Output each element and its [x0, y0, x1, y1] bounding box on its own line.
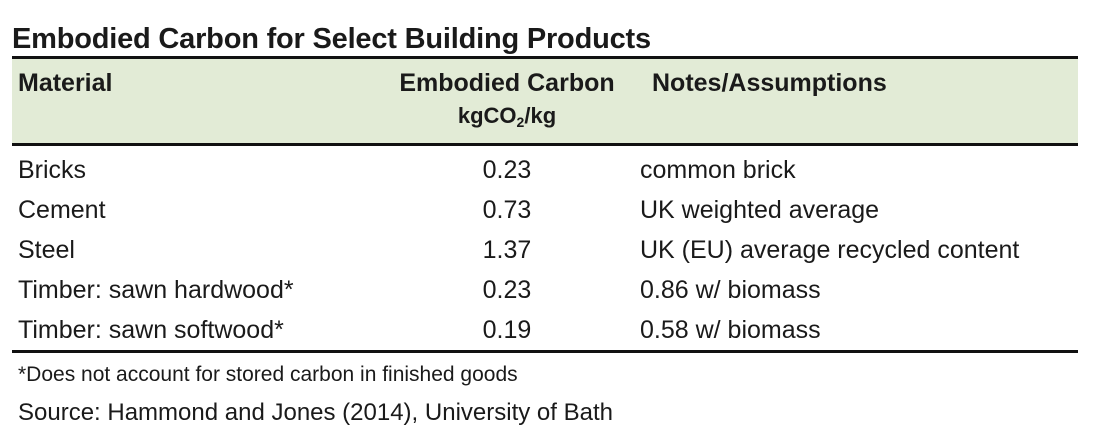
material-cell: Timber: sawn softwood* [18, 316, 284, 344]
column-header-material: Material [18, 69, 113, 97]
notes-cell: common brick [640, 156, 796, 184]
source-citation: Source: Hammond and Jones (2014), Univer… [18, 399, 613, 426]
notes-cell: 0.86 w/ biomass [640, 276, 821, 304]
material-cell: Cement [18, 196, 106, 224]
footnote: *Does not account for stored carbon in f… [18, 363, 518, 386]
notes-cell: 0.58 w/ biomass [640, 316, 821, 344]
value-cell: 0.73 [482, 196, 532, 224]
table-body: Bricks 0.23 common brick Cement 0.73 UK … [12, 146, 1078, 353]
table-row: Timber: sawn softwood* 0.19 0.58 w/ biom… [12, 310, 1078, 350]
notes-cell: UK weighted average [640, 196, 880, 224]
table-header: Material Embodied Carbon kgCO2/kg Notes/… [12, 56, 1078, 146]
column-header-notes: Notes/Assumptions [652, 69, 887, 97]
value-cell: 0.23 [482, 156, 532, 184]
table-row: Bricks 0.23 common brick [12, 150, 1078, 190]
unit-suffix: /kg [524, 103, 557, 128]
value-cell: 0.23 [482, 276, 532, 304]
embodied-carbon-table: Embodied Carbon for Select Building Prod… [12, 22, 1078, 427]
value-cell: 0.19 [482, 316, 532, 344]
table-row: Steel 1.37 UK (EU) average recycled cont… [12, 230, 1078, 270]
material-cell: Timber: sawn hardwood* [18, 276, 294, 304]
material-cell: Bricks [18, 156, 87, 184]
table-row: Cement 0.73 UK weighted average [12, 190, 1078, 230]
notes-cell: UK (EU) average recycled content [640, 236, 1020, 264]
unit-subscript: 2 [516, 114, 525, 130]
column-header-embodied-carbon: Embodied Carbon [399, 69, 615, 97]
column-header-unit: kgCO2/kg [382, 103, 632, 130]
table-row: Timber: sawn hardwood* 0.23 0.86 w/ biom… [12, 270, 1078, 310]
value-cell: 1.37 [482, 236, 532, 264]
material-cell: Steel [18, 236, 75, 264]
table-title: Embodied Carbon for Select Building Prod… [12, 23, 651, 55]
unit-prefix: kgCO [457, 103, 517, 128]
